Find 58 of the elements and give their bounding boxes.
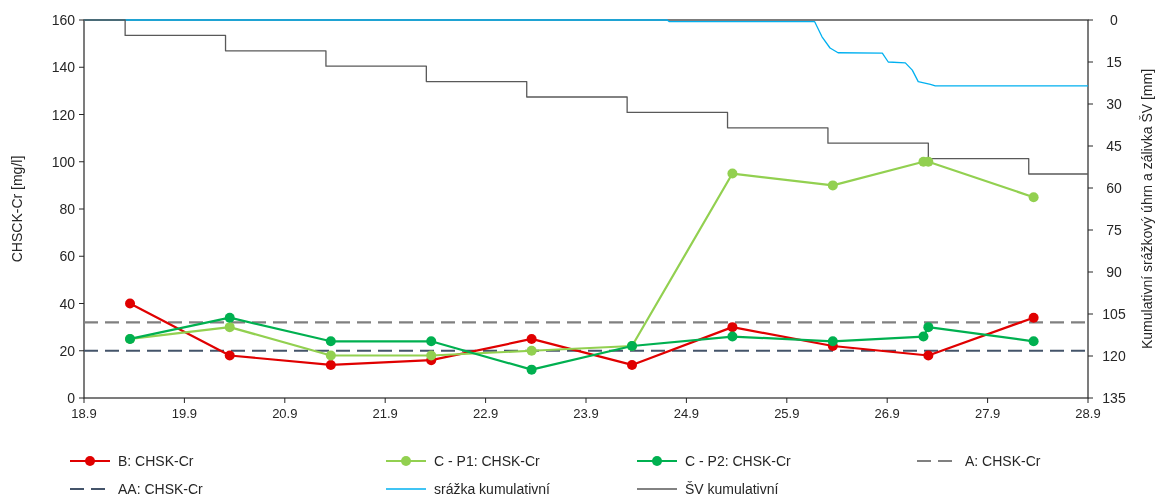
y-tick-label: 20 <box>59 342 76 359</box>
y-tick-label: 80 <box>59 201 76 217</box>
y2-tick-label: 15 <box>1106 54 1122 70</box>
x-tick-label: 26.9 <box>874 406 900 421</box>
y-tick-label: 120 <box>51 106 76 123</box>
legend-label: C - P1: CHSK-Cr <box>434 453 541 469</box>
x-tick-label: 23.9 <box>573 406 599 421</box>
point <box>426 336 437 347</box>
x-tick-label: 18.9 <box>71 406 97 421</box>
point <box>827 180 838 191</box>
y2-tick-label: 0 <box>1110 12 1119 28</box>
y-tick-label: 40 <box>59 295 76 312</box>
x-tick-label: 21.9 <box>372 406 398 421</box>
point <box>526 345 537 356</box>
point <box>325 359 336 370</box>
point <box>325 350 336 361</box>
point <box>727 331 738 342</box>
point <box>526 364 537 375</box>
x-tick-label: 28.9 <box>1075 406 1101 421</box>
y2-tick-label: 120 <box>1102 348 1126 364</box>
y-axis-title: CHSCK-Cr [mg/l] <box>9 155 25 263</box>
point <box>325 336 336 347</box>
point <box>727 322 738 333</box>
point <box>224 322 235 333</box>
y2-tick-label: 90 <box>1106 264 1122 280</box>
y2-tick-label: 30 <box>1106 96 1122 112</box>
legend-label: srážka kumulativní <box>434 481 551 497</box>
y2-tick-label: 60 <box>1106 180 1122 196</box>
point <box>827 336 838 347</box>
y2-tick-label: 45 <box>1106 138 1122 154</box>
legend-label: B: CHSK-Cr <box>118 453 194 469</box>
legend-label: A: CHSK-Cr <box>965 453 1041 469</box>
legend-label: AA: CHSK-Cr <box>118 481 204 497</box>
y2-tick-label: 135 <box>1102 390 1126 406</box>
y-tick-label: 140 <box>51 59 76 76</box>
y2-tick-label: 105 <box>1102 306 1126 322</box>
x-tick-label: 25.9 <box>774 406 800 421</box>
y-tick-label: 0 <box>67 390 76 406</box>
point <box>224 350 235 361</box>
point <box>224 312 235 323</box>
legend-label: ŠV kumulativní <box>685 481 779 497</box>
x-tick-label: 22.9 <box>472 406 499 421</box>
x-tick-label: 20.9 <box>272 406 298 421</box>
y-tick-label: 160 <box>51 12 76 28</box>
x-tick-label: 19.9 <box>171 406 198 421</box>
x-tick-label: 24.9 <box>673 406 700 421</box>
point <box>426 350 437 361</box>
legend-label: C - P2: CHSK-Cr <box>685 453 792 469</box>
y2-axis-title: Kumulativní srážkový úhrn a zálivka ŠV [mm] <box>1139 68 1155 350</box>
point <box>627 359 638 370</box>
y2-tick-label: 75 <box>1106 222 1122 238</box>
x-tick-label: 27.9 <box>974 406 1001 421</box>
y-tick-label: 100 <box>51 153 76 170</box>
point <box>727 168 738 179</box>
y-tick-label: 60 <box>59 248 76 265</box>
point <box>526 333 537 344</box>
point <box>125 298 136 309</box>
point <box>1028 312 1039 323</box>
